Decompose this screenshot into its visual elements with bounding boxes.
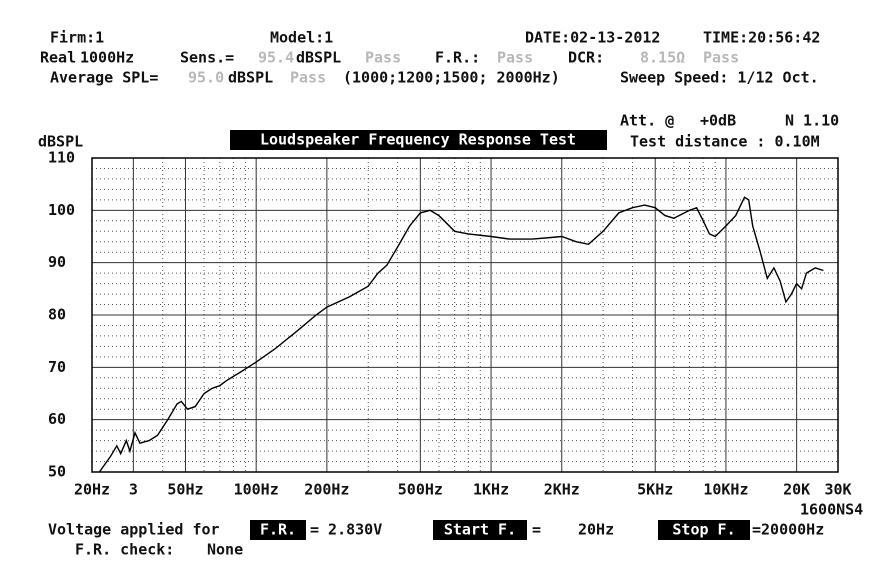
- x-tick-label: 1KHz: [473, 481, 509, 499]
- sens-value: 95.4: [258, 49, 294, 67]
- chart-title: Loudspeaker Frequency Response Test: [260, 131, 576, 149]
- x-tick-label: 10KHz: [703, 481, 748, 499]
- model: Model:1: [270, 29, 333, 47]
- x-tick-label: 30K: [824, 481, 851, 499]
- firm: Firm:1: [50, 29, 104, 47]
- y-tick-label: 60: [48, 410, 66, 428]
- dcr-value: 8.15Ω: [640, 49, 685, 67]
- x-tick-label: 2KHz: [544, 481, 580, 499]
- start-value: 20Hz: [578, 521, 614, 539]
- n-value: N 1.10: [785, 112, 839, 130]
- voltage-value: = 2.830V: [310, 521, 382, 539]
- sens-status: Pass: [365, 49, 401, 67]
- fr-box: [250, 520, 306, 540]
- check-value: None: [207, 541, 243, 559]
- x-tick-label: 20K: [783, 481, 810, 499]
- x-tick-label: 200Hz: [304, 481, 349, 499]
- voltage-label: Voltage applied for: [48, 521, 220, 539]
- real: Real: [40, 49, 76, 67]
- x-tick-label: 20Hz: [74, 481, 110, 499]
- stop-value: =20000Hz: [752, 521, 824, 539]
- sens-label: Sens.=: [180, 49, 234, 67]
- date: DATE:02-13-2012: [525, 29, 660, 47]
- y-tick-label: 90: [48, 253, 66, 271]
- fr-label: F.R.:: [435, 49, 480, 67]
- y-tick-label: 70: [48, 358, 66, 376]
- x-tick-label: 5KHz: [637, 481, 673, 499]
- avg-unit: dBSPL: [228, 69, 273, 87]
- x-tick-label: 500Hz: [398, 481, 443, 499]
- fr-status: Pass: [497, 49, 533, 67]
- att-value: +0dB: [700, 112, 736, 130]
- y-tick-label: 50: [48, 463, 66, 481]
- avg-status: Pass: [290, 69, 326, 87]
- x-tick-label: 50Hz: [167, 481, 203, 499]
- y-tick-label: 100: [48, 201, 75, 219]
- stop-box-label: Stop F.: [672, 521, 735, 539]
- stop-box: [658, 520, 750, 540]
- title-box: [230, 130, 607, 150]
- time: TIME:20:56:42: [703, 29, 820, 47]
- att-label: Att. @: [620, 112, 674, 130]
- sweep: Sweep Speed: 1/12 Oct.: [620, 69, 819, 87]
- dcr-status: Pass: [703, 49, 739, 67]
- response-curve: [98, 196, 824, 473]
- fr-box-label: F.R.: [260, 521, 296, 539]
- avg-label: Average SPL=: [50, 69, 158, 87]
- x-tick-label: 3: [129, 481, 138, 499]
- test-distance: Test distance : 0.10M: [630, 133, 820, 151]
- avg-freqs: (1000;1200;1500; 2000Hz): [343, 69, 560, 87]
- avg-value: 95.0: [188, 69, 224, 87]
- sens-unit: dBSPL: [296, 49, 341, 67]
- annotation: 1600NS4: [800, 501, 863, 519]
- plot-frame: [91, 157, 839, 473]
- check-label: F.R. check:: [75, 541, 174, 559]
- y-tick-label: 110: [48, 149, 75, 167]
- start-box-label: Start F.: [444, 521, 516, 539]
- y-tick-label: 80: [48, 306, 66, 324]
- y-axis-label: dBSPL: [38, 133, 83, 151]
- dcr-label: DCR:: [568, 49, 604, 67]
- start-box: [433, 520, 527, 540]
- x-tick-label: 100Hz: [234, 481, 279, 499]
- freq: 1000Hz: [80, 49, 134, 67]
- start-eq: =: [532, 521, 541, 539]
